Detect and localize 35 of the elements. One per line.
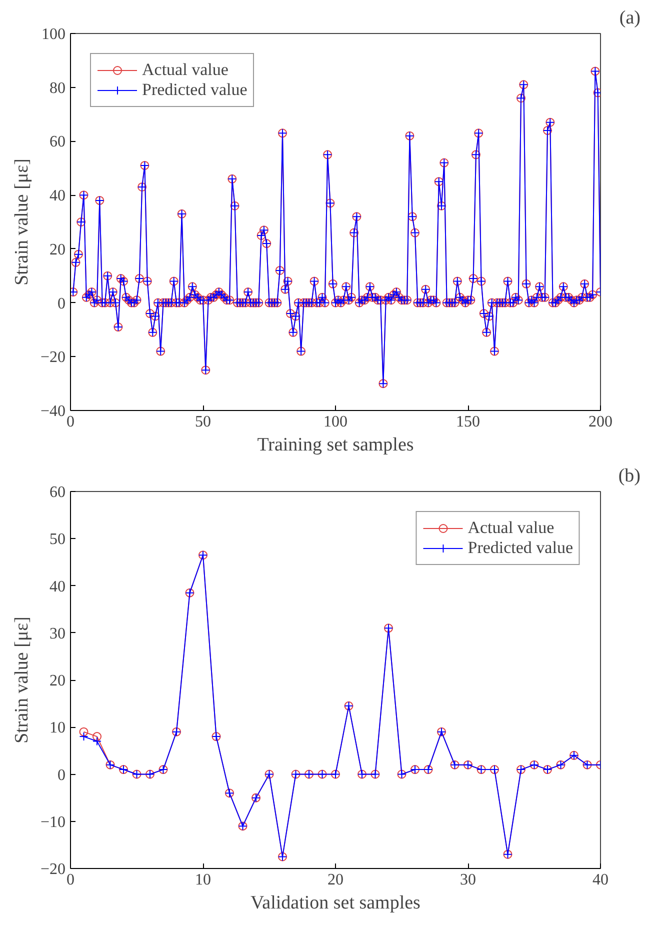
x-tick-label: 100: [324, 414, 348, 430]
y-tick-label: 60: [50, 134, 66, 151]
y-tick-label: 30: [50, 625, 66, 642]
x-tick-label: 20: [328, 872, 344, 888]
x-tick-label: 40: [592, 872, 608, 888]
x-tick-label: 200: [588, 414, 612, 430]
x-axis-title: Validation set samples: [250, 892, 420, 914]
y-tick-label: 40: [50, 578, 66, 596]
x-axis-title: Training set samples: [257, 434, 414, 456]
y-tick-label: −10: [40, 814, 66, 831]
y-axis-title: Strain value [με]: [11, 616, 32, 744]
y-tick-label: 40: [50, 188, 66, 205]
x-tick-label: 150: [456, 414, 480, 430]
x-tick-label: 10: [195, 872, 211, 888]
text: (b): [618, 466, 640, 486]
y-tick-label: 0: [58, 295, 66, 312]
y-tick-label: 20: [50, 672, 66, 690]
y-tick-label: −40: [40, 403, 66, 420]
y-axis-title: Strain value [με]: [11, 158, 32, 286]
legend-label: Actual value: [142, 60, 228, 80]
y-tick-label: 10: [50, 720, 66, 737]
x-tick-label: 50: [195, 414, 211, 430]
legend-label: Actual value: [468, 518, 554, 538]
y-tick-label: −20: [40, 861, 66, 878]
y-tick-label: 50: [50, 531, 66, 548]
legend-label: Predicted value: [142, 80, 248, 100]
y-tick-label: 100: [42, 26, 66, 43]
y-tick-label: 80: [50, 80, 66, 97]
y-tick-label: 0: [58, 766, 66, 784]
y-tick-label: −20: [40, 349, 66, 366]
y-tick-label: 60: [50, 484, 66, 501]
x-tick-label: 30: [460, 872, 476, 888]
text: (a): [619, 8, 641, 28]
legend-label: Predicted value: [468, 538, 573, 558]
y-tick-label: 20: [50, 241, 66, 258]
